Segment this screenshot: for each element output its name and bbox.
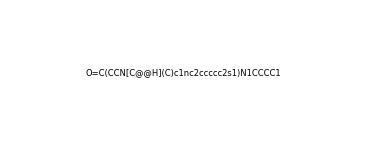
Text: O=C(CCN[C@@H](C)c1nc2ccccc2s1)N1CCCC1: O=C(CCN[C@@H](C)c1nc2ccccc2s1)N1CCCC1 (85, 68, 281, 77)
